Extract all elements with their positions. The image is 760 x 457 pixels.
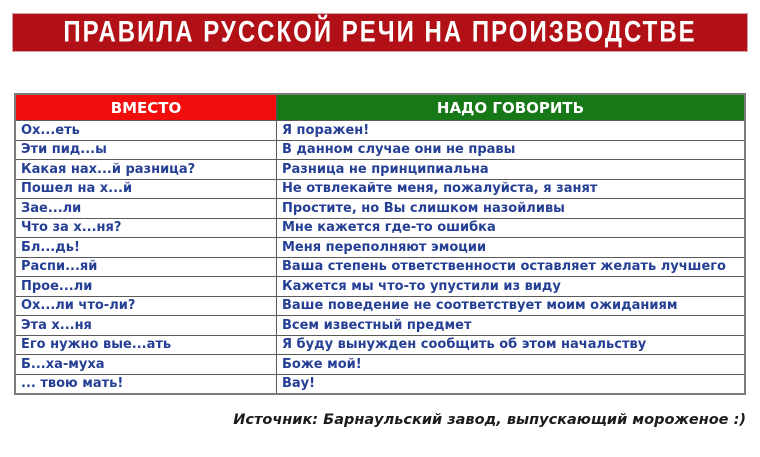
table-row: Ох...ли что-ли? Ваше поведение не соответ…: [16, 295, 744, 315]
cell-instead: ... твою мать!: [16, 374, 277, 393]
table-row: ... твою мать! Вау!: [16, 373, 744, 393]
cell-should-say: Меня переполняют эмоции: [282, 239, 487, 255]
cell-should-say: Не отвлекайте меня, пожалуйста, я занят: [282, 181, 598, 197]
cell-instead: Его нужно вые...ать: [16, 335, 277, 354]
cell-should-say: Разница не принципиальна: [282, 161, 489, 177]
cell-should-say: В данном случае они не правы: [282, 142, 516, 158]
speech-rules-table: ВМЕСТО НАДО ГОВОРИТЬ Ох...еть Я поражен! Э…: [14, 93, 746, 395]
table-row: Распи...яй Ваша степень ответственности о…: [16, 256, 744, 276]
cell-instead: Прое...ли: [16, 277, 277, 296]
cell-instead: Б...ха-муха: [16, 355, 277, 374]
cell-should-say: Я поражен!: [282, 122, 370, 138]
cell-should-say: Я буду вынужден сообщить об этом начальс…: [282, 337, 647, 353]
cell-instead: Что за х...ня?: [16, 218, 277, 237]
cell-should-say: Ваше поведение не соответствует моим ожи…: [282, 298, 678, 314]
cell-instead: Эта х...ня: [16, 316, 277, 335]
cell-instead: Какая нах...й разница?: [16, 160, 277, 179]
column-header-should-say: НАДО ГОВОРИТЬ: [277, 95, 744, 120]
title-banner: ПРАВИЛА РУССКОЙ РЕЧИ НА ПРОИЗВОДСТВЕ: [12, 13, 748, 52]
table-row: Прое...ли Кажется мы что-то упустили из в…: [16, 276, 744, 296]
cell-should-say: Ваша степень ответственности оставляет ж…: [282, 259, 726, 275]
column-header-instead: ВМЕСТО: [16, 95, 277, 120]
table-row: Пошел на х...й Не отвлекайте меня, пожалу…: [16, 178, 744, 198]
table-row: Его нужно вые...ать Я буду вынужден сообщ…: [16, 334, 744, 354]
table-row: Ох...еть Я поражен!: [16, 120, 744, 140]
page-title: ПРАВИЛА РУССКОЙ РЕЧИ НА ПРОИЗВОДСТВЕ: [63, 15, 697, 49]
cell-instead: Зае...ли: [16, 199, 277, 218]
table-row: Какая нах...й разница? Разница не принцип…: [16, 159, 744, 179]
table-body: Ох...еть Я поражен! Эти пид...ы В данном сл…: [16, 120, 744, 393]
table-row: Эти пид...ы В данном случае они не правы: [16, 139, 744, 159]
cell-instead: Пошел на х...й: [16, 179, 277, 198]
cell-instead: Ох...ли что-ли?: [16, 296, 277, 315]
cell-instead: Бл...дь!: [16, 238, 277, 257]
cell-should-say: Всем известный предмет: [282, 317, 472, 333]
cell-should-say: Боже мой!: [282, 356, 362, 372]
cell-instead: Распи...яй: [16, 257, 277, 276]
cell-instead: Ох...еть: [16, 121, 277, 140]
cell-should-say: Вау!: [282, 376, 316, 392]
table-row: Бл...дь! Меня переполняют эмоции: [16, 237, 744, 257]
cell-should-say: Простите, но Вы слишком назойливы: [282, 200, 565, 216]
table-row: Эта х...ня Всем известный предмет: [16, 315, 744, 335]
table-row: Что за х...ня? Мне кажется где-то ошибка: [16, 217, 744, 237]
cell-should-say: Мне кажется где-то ошибка: [282, 220, 496, 236]
table-row: Зае...ли Простите, но Вы слишком назойлив…: [16, 198, 744, 218]
cell-should-say: Кажется мы что-то упустили из виду: [282, 278, 561, 294]
table-row: Б...ха-муха Боже мой!: [16, 354, 744, 374]
source-note: Источник: Барнаульский завод, выпускающи…: [233, 412, 746, 428]
table-header-row: ВМЕСТО НАДО ГОВОРИТЬ: [16, 95, 744, 120]
cell-instead: Эти пид...ы: [16, 140, 277, 159]
